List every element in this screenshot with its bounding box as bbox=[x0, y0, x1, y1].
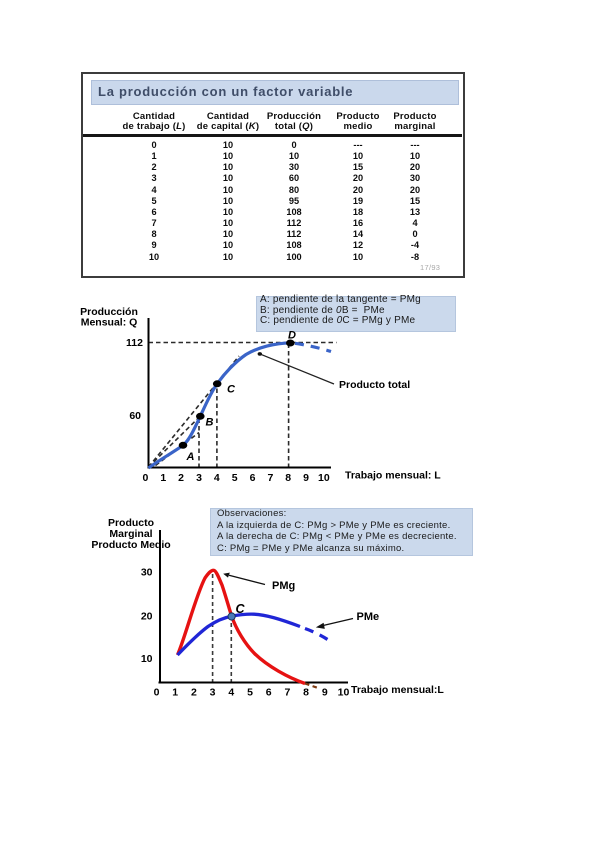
svg-text:5: 5 bbox=[247, 687, 253, 699]
svg-text:4: 4 bbox=[228, 687, 234, 699]
svg-text:A: A bbox=[186, 451, 195, 463]
svg-text:2: 2 bbox=[191, 687, 197, 699]
svg-text:30: 30 bbox=[141, 567, 153, 579]
svg-text:3: 3 bbox=[210, 687, 216, 699]
svg-text:8: 8 bbox=[285, 472, 291, 484]
svg-text:112: 112 bbox=[126, 337, 143, 349]
svg-text:Marginal: Marginal bbox=[109, 528, 152, 540]
svg-text:7: 7 bbox=[267, 472, 273, 484]
svg-text:D: D bbox=[288, 330, 296, 342]
svg-text:1: 1 bbox=[172, 687, 178, 699]
svg-text:0: 0 bbox=[142, 472, 148, 484]
svg-text:Trabajo mensual:L: Trabajo mensual:L bbox=[351, 684, 444, 696]
svg-text:10: 10 bbox=[141, 653, 153, 665]
svg-text:1: 1 bbox=[160, 472, 166, 484]
svg-text:60: 60 bbox=[129, 410, 141, 422]
svg-text:6: 6 bbox=[266, 687, 272, 699]
svg-text:B: B bbox=[206, 417, 214, 429]
svg-text:3: 3 bbox=[196, 472, 202, 484]
svg-text:5: 5 bbox=[232, 472, 238, 484]
svg-text:2: 2 bbox=[178, 472, 184, 484]
svg-text:9: 9 bbox=[303, 472, 309, 484]
svg-text:Producto total: Producto total bbox=[339, 379, 410, 391]
svg-text:20: 20 bbox=[141, 610, 153, 622]
svg-text:10: 10 bbox=[318, 472, 330, 484]
svg-text:0: 0 bbox=[154, 687, 160, 699]
svg-text:7: 7 bbox=[284, 687, 290, 699]
svg-text:Trabajo mensual: L: Trabajo mensual: L bbox=[345, 470, 441, 482]
svg-text:Producción: Producción bbox=[80, 306, 138, 318]
svg-text:4: 4 bbox=[214, 472, 220, 484]
svg-text:Mensual: Q: Mensual: Q bbox=[81, 317, 138, 329]
svg-text:PMe: PMe bbox=[357, 611, 380, 623]
svg-text:PMg: PMg bbox=[272, 580, 295, 592]
svg-text:C: C bbox=[227, 384, 236, 396]
svg-text:Producto Medio: Producto Medio bbox=[91, 539, 170, 551]
svg-text:6: 6 bbox=[250, 472, 256, 484]
svg-text:C: C bbox=[236, 602, 246, 616]
svg-text:8: 8 bbox=[303, 687, 309, 699]
svg-text:9: 9 bbox=[322, 687, 328, 699]
svg-text:10: 10 bbox=[338, 687, 350, 699]
svg-text:Producto: Producto bbox=[108, 517, 154, 529]
